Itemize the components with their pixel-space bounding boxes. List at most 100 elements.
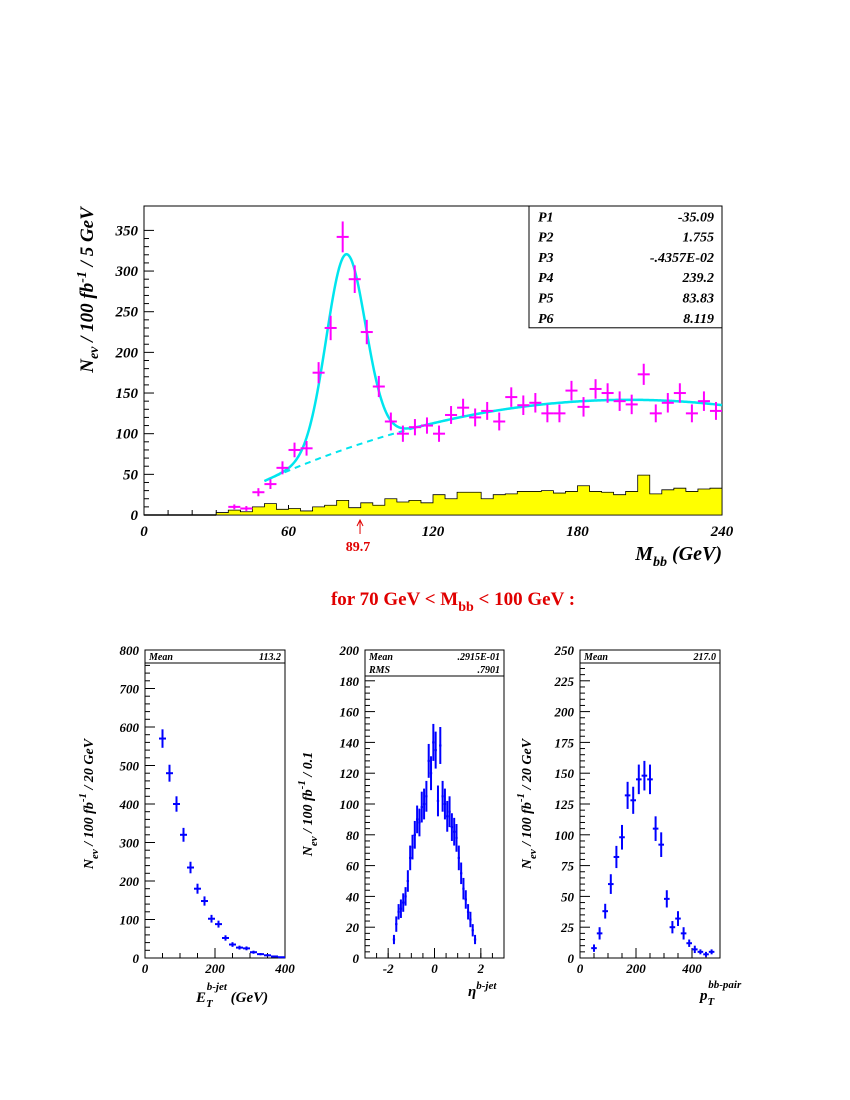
x-tick-label: 400 bbox=[681, 961, 702, 976]
data-point bbox=[464, 890, 467, 909]
y-label-sub: ev bbox=[308, 836, 320, 846]
data-point bbox=[252, 488, 265, 497]
y-label-sup: -1 bbox=[75, 271, 90, 283]
y-label-main: N bbox=[301, 845, 316, 857]
y-label-sup: -1 bbox=[515, 793, 527, 802]
data-point bbox=[264, 479, 277, 489]
data-point bbox=[446, 800, 449, 832]
stat-value: .2915E-01 bbox=[458, 652, 501, 663]
stat-value: 217.0 bbox=[693, 652, 717, 663]
y-tick-label: 60 bbox=[346, 859, 360, 874]
y-tick-label: 400 bbox=[119, 797, 140, 812]
plot-frame bbox=[364, 649, 505, 959]
data-point bbox=[413, 820, 416, 849]
y-tick-label: 225 bbox=[554, 674, 575, 689]
y-tick-label: 80 bbox=[346, 828, 360, 843]
background-histogram bbox=[215, 474, 723, 516]
data-point bbox=[222, 935, 229, 941]
y-label-end: / 0.1 bbox=[301, 752, 316, 780]
plot-frame bbox=[144, 649, 286, 959]
y-tick-label: 250 bbox=[554, 643, 575, 658]
data-point bbox=[420, 791, 423, 823]
y-tick-label: 0 bbox=[133, 951, 140, 966]
data-point bbox=[439, 727, 442, 764]
x-tick-label: 200 bbox=[625, 961, 646, 976]
data-point bbox=[336, 221, 349, 253]
data-point bbox=[469, 408, 482, 427]
x-label-sup: bb-pair bbox=[708, 979, 742, 991]
data-point bbox=[630, 786, 636, 814]
fit-param-name: P6 bbox=[538, 312, 554, 327]
data-point bbox=[276, 461, 289, 475]
fit-param-value: -.4357E-02 bbox=[650, 251, 714, 266]
data-point bbox=[589, 379, 602, 399]
data-point bbox=[236, 945, 243, 950]
x-tick-label: 0 bbox=[577, 961, 584, 976]
data-point bbox=[473, 934, 477, 945]
x-tick-label: -2 bbox=[383, 961, 394, 976]
data-point bbox=[448, 796, 451, 828]
data-point bbox=[459, 862, 463, 885]
data-point bbox=[399, 899, 403, 918]
y-label-sup: -1 bbox=[296, 780, 308, 789]
data-point bbox=[686, 939, 692, 947]
data-point bbox=[427, 743, 430, 778]
data-point bbox=[187, 861, 194, 874]
caption-suffix: < 100 GeV : bbox=[474, 589, 575, 610]
fit-param-value: 239.2 bbox=[682, 271, 715, 286]
data-point bbox=[471, 924, 474, 937]
stat-name: Mean bbox=[583, 652, 608, 663]
y-tick-label: 50 bbox=[123, 467, 139, 483]
data-point bbox=[433, 425, 446, 442]
y-label-main: N bbox=[77, 358, 98, 374]
x-axis-label: ηb-jet bbox=[468, 980, 497, 1000]
data-point bbox=[271, 955, 278, 958]
data-point bbox=[243, 946, 250, 951]
fit-param-name: P4 bbox=[538, 271, 554, 286]
y-tick-label: 0 bbox=[568, 951, 575, 966]
data-point bbox=[481, 401, 494, 420]
data-point bbox=[372, 375, 385, 398]
y-label-sub: ev bbox=[87, 346, 102, 359]
data-point bbox=[278, 956, 285, 959]
data-point bbox=[425, 780, 428, 812]
data-point bbox=[229, 942, 236, 947]
data-point bbox=[396, 425, 409, 442]
y-tick-label: 200 bbox=[339, 643, 360, 658]
plot-frame bbox=[579, 649, 721, 959]
x-tick-label: 120 bbox=[422, 524, 445, 540]
data-point bbox=[641, 760, 648, 791]
fit-param-name: P5 bbox=[538, 292, 554, 307]
data-point bbox=[664, 890, 670, 908]
y-label-mid: / 100 fb bbox=[520, 802, 535, 849]
y-label-end: / 5 GeV bbox=[77, 206, 98, 271]
y-label-mid: / 100 fb bbox=[301, 789, 316, 836]
data-point bbox=[636, 764, 642, 795]
x-tick-label: 2 bbox=[477, 961, 485, 976]
data-point bbox=[708, 949, 715, 955]
data-point bbox=[517, 395, 530, 415]
data-point bbox=[703, 951, 709, 957]
y-label-end: / 20 GeV bbox=[520, 737, 535, 793]
stats-box bbox=[579, 649, 721, 664]
data-point bbox=[201, 896, 208, 906]
y-tick-label: 250 bbox=[115, 305, 139, 321]
y-tick-label: 175 bbox=[555, 735, 575, 750]
y-tick-label: 180 bbox=[340, 674, 360, 689]
data-point bbox=[392, 934, 396, 945]
data-point bbox=[250, 950, 257, 954]
y-tick-label: 300 bbox=[119, 836, 140, 851]
data-point bbox=[441, 780, 444, 812]
y-tick-label: 150 bbox=[555, 766, 575, 781]
data-point bbox=[661, 393, 674, 413]
data-point bbox=[652, 816, 659, 841]
data-point bbox=[300, 441, 313, 456]
fit-param-value: 1.755 bbox=[683, 231, 715, 246]
data-point bbox=[455, 824, 458, 852]
data-point bbox=[429, 756, 433, 791]
data-point bbox=[649, 404, 662, 423]
data-point bbox=[675, 911, 681, 926]
peak-marker-label: 89.7 bbox=[346, 540, 371, 555]
data-point bbox=[257, 952, 264, 956]
data-point bbox=[450, 813, 454, 841]
